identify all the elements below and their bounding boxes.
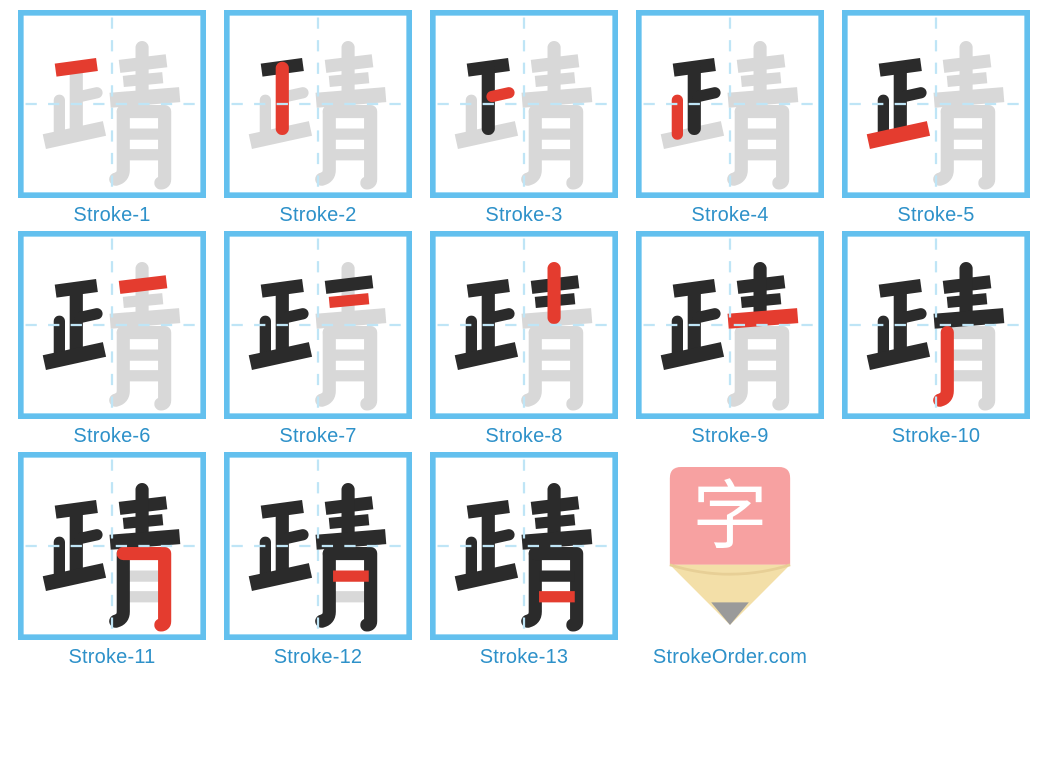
stroke-caption: Stroke-9 [691,425,768,448]
stroke-cell-5: Stroke-5 [836,10,1036,227]
stroke-caption: Stroke-6 [73,425,150,448]
logo-tile: 字 [636,452,824,640]
stroke-diagram-icon [224,452,412,640]
stroke-tile-8 [430,231,618,419]
stroke-diagram-icon [842,10,1030,198]
stroke-tile-13 [430,452,618,640]
stroke-cell-8: Stroke-8 [424,231,624,448]
stroke-tile-10 [842,231,1030,419]
stroke-cell-6: Stroke-6 [12,231,212,448]
stroke-cell-12: Stroke-12 [218,452,418,669]
stroke-tile-3 [430,10,618,198]
stroke-diagram-icon [430,231,618,419]
logo-icon: 字 [636,452,824,640]
stroke-caption: Stroke-12 [274,646,363,669]
stroke-tile-4 [636,10,824,198]
stroke-tile-5 [842,10,1030,198]
stroke-cell-7: Stroke-7 [218,231,418,448]
stroke-diagram-icon [636,231,824,419]
stroke-cell-10: Stroke-10 [836,231,1036,448]
stroke-order-grid: Stroke-1 Stroke-2 Stroke-3 Stroke-4 Stroke-5… [12,10,1038,669]
stroke-caption: Stroke-13 [480,646,569,669]
stroke-caption: Stroke-1 [73,204,150,227]
stroke-cell-13: Stroke-13 [424,452,624,669]
stroke-diagram-icon [842,231,1030,419]
stroke-diagram-icon [224,231,412,419]
stroke-tile-2 [224,10,412,198]
stroke-diagram-icon [430,452,618,640]
stroke-caption: Stroke-4 [691,204,768,227]
stroke-caption: Stroke-5 [897,204,974,227]
stroke-caption: Stroke-10 [892,425,981,448]
stroke-tile-12 [224,452,412,640]
stroke-caption: Stroke-8 [485,425,562,448]
stroke-cell-1: Stroke-1 [12,10,212,227]
stroke-caption: Stroke-2 [279,204,356,227]
stroke-cell-4: Stroke-4 [630,10,830,227]
stroke-cell-11: Stroke-11 [12,452,212,669]
stroke-cell-3: Stroke-3 [424,10,624,227]
logo-caption: StrokeOrder.com [653,646,807,669]
svg-text:字: 字 [692,455,767,564]
stroke-diagram-icon [18,231,206,419]
stroke-tile-1 [18,10,206,198]
stroke-diagram-icon [636,10,824,198]
stroke-diagram-icon [430,10,618,198]
stroke-tile-11 [18,452,206,640]
stroke-diagram-icon [224,10,412,198]
stroke-tile-6 [18,231,206,419]
stroke-cell-9: Stroke-9 [630,231,830,448]
stroke-tile-9 [636,231,824,419]
stroke-cell-2: Stroke-2 [218,10,418,227]
stroke-diagram-icon [18,10,206,198]
stroke-caption: Stroke-11 [68,646,155,669]
stroke-caption: Stroke-3 [485,204,562,227]
stroke-diagram-icon [18,452,206,640]
logo-cell: 字 StrokeOrder.com [630,452,830,669]
stroke-caption: Stroke-7 [279,425,356,448]
stroke-tile-7 [224,231,412,419]
